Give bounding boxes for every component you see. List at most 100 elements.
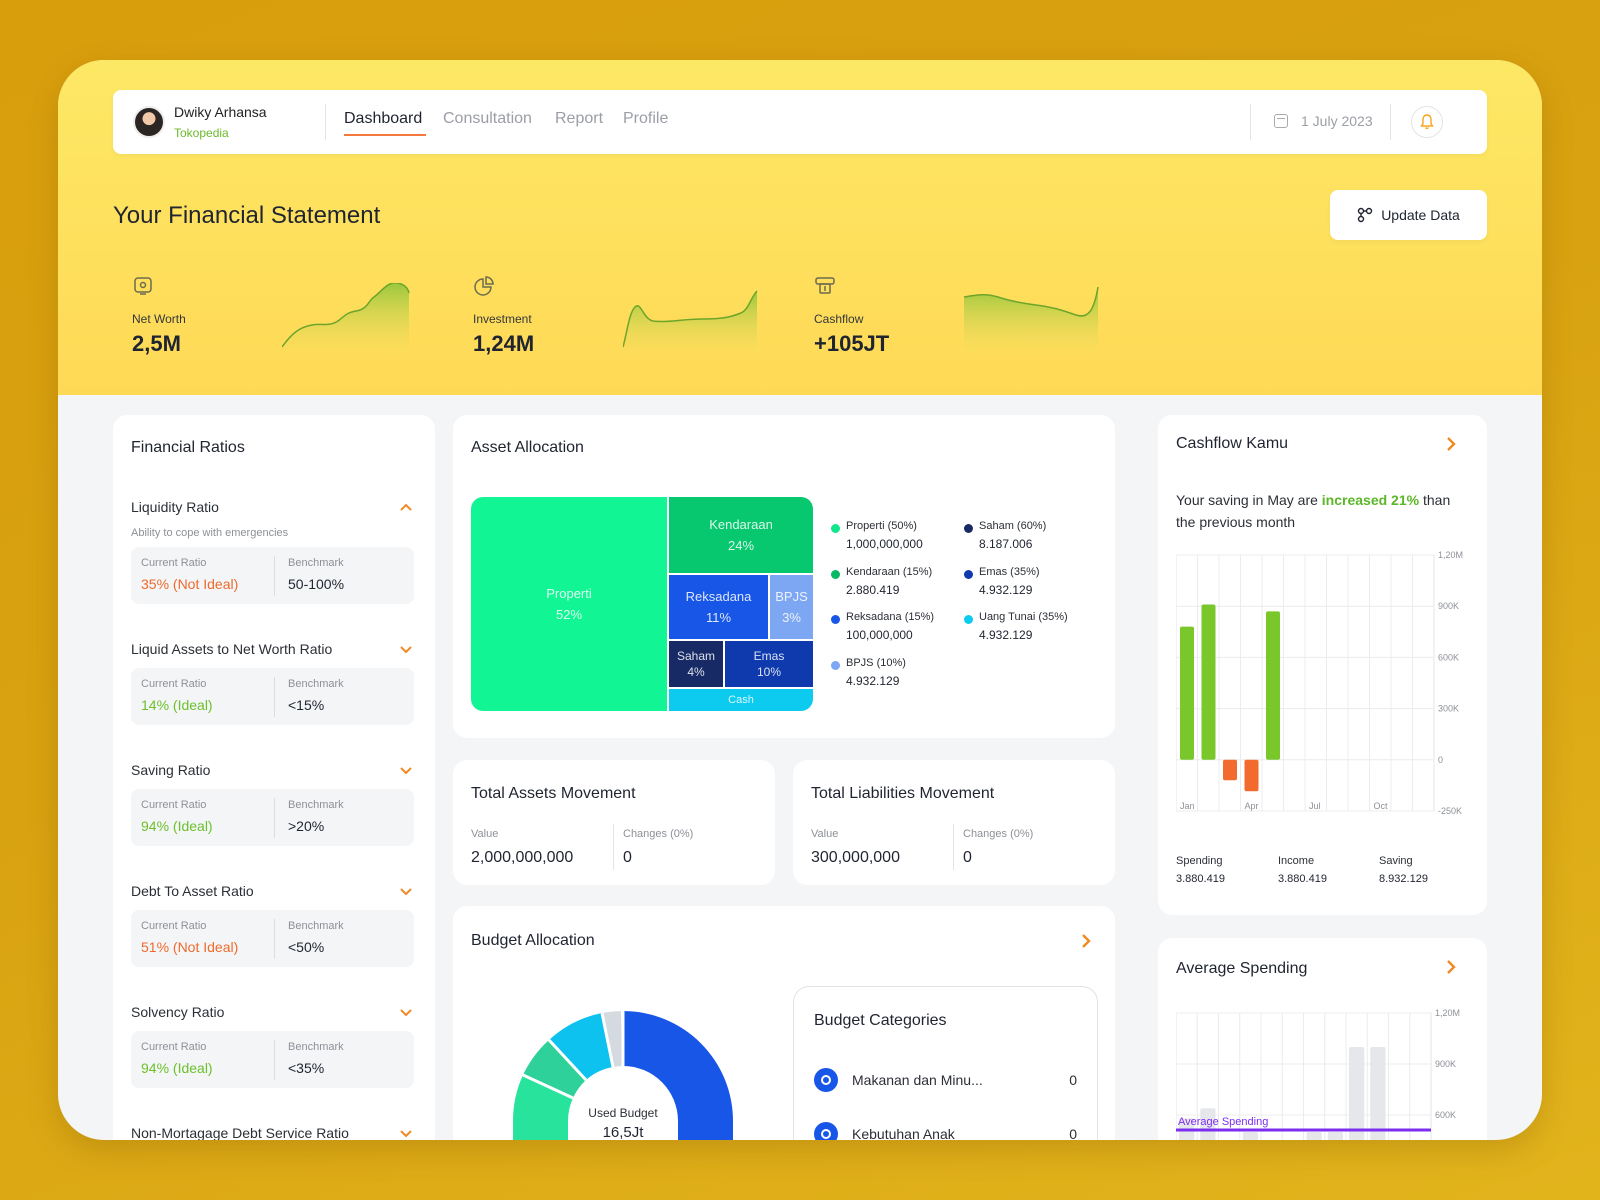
treemap-cell-bpjs[interactable]: BPJS 3% [770, 575, 813, 639]
cell-percent: 10% [756, 665, 782, 679]
chevron-down-icon[interactable] [399, 1006, 413, 1020]
update-data-label: Update Data [1381, 207, 1460, 223]
legend-label: Properti (50%) [846, 520, 917, 532]
donut-segment[interactable] [549, 1013, 613, 1080]
panel-title: Budget Categories [814, 1012, 947, 1029]
cell-name: Reksadana [685, 589, 752, 604]
ratio-name[interactable]: Saving Ratio [131, 762, 211, 778]
calendar-icon [1274, 114, 1288, 128]
card-title: Average Spending [1176, 960, 1308, 977]
card-title: Total Assets Movement [471, 785, 636, 802]
metric-cashflow[interactable]: Cashflow +105JT [814, 275, 1114, 365]
treemap-cell-emas[interactable]: Emas 10% [725, 641, 813, 687]
treemap-cell-saham[interactable]: Saham 4% [669, 641, 723, 687]
chart-bar [1327, 1132, 1343, 1140]
tab-consultation[interactable]: Consultation [443, 110, 532, 127]
x-tick-label: Jul [1309, 801, 1321, 811]
legend-dot [831, 661, 840, 670]
ratio-name[interactable]: Non-Mortagage Debt Service Ratio [131, 1125, 349, 1140]
benchmark-value: >20% [288, 818, 325, 834]
investment-sparkline [623, 290, 758, 355]
tab-dashboard[interactable]: Dashboard [344, 110, 427, 136]
ratio-name[interactable]: Liquidity Ratio [131, 499, 219, 515]
category-name[interactable]: Makanan dan Minu... [852, 1072, 983, 1088]
metric-investment[interactable]: Investment 1,24M [473, 275, 773, 365]
total-assets-movement-card: Total Assets Movement Value 2,000,000,00… [453, 760, 775, 885]
stat-label: Saving [1379, 855, 1413, 867]
donut-segment[interactable] [623, 1011, 733, 1140]
current-ratio-value: 51% (Not Ideal) [141, 939, 239, 955]
benchmark-label: Benchmark [288, 799, 344, 811]
budget-allocation-card: Budget Allocation Used Budget 16,5Jt Bud… [453, 906, 1115, 1140]
benchmark-value: <15% [288, 697, 325, 713]
chart-bar [1201, 604, 1216, 760]
ratio-subtitle: Ability to cope with emergencies [131, 527, 289, 539]
budget-categories-panel: Budget Categories Makanan dan Minu... 0 … [793, 986, 1098, 1140]
divider [953, 824, 954, 870]
chevron-up-icon[interactable] [399, 500, 413, 514]
average-spending-chart: 1,20M 900K 600K Average Spending [1176, 1008, 1460, 1140]
value: 300,000,000 [811, 849, 900, 866]
current-ratio-label: Current Ratio [141, 799, 207, 811]
asset-treemap: Properti 52% Kendaraan 24% Reksadana 11% BP… [471, 497, 813, 711]
chart-bar [1242, 1132, 1258, 1140]
donut-segment[interactable] [523, 1040, 586, 1098]
divider [274, 798, 275, 838]
treemap-cell-reksadana[interactable]: Reksadana 11% [669, 575, 768, 639]
cell-percent: 3% [782, 610, 801, 625]
changes-value: 0 [963, 849, 972, 866]
chevron-right-icon[interactable] [1079, 932, 1093, 950]
summary-text: Your saving in May are [1176, 492, 1322, 508]
tab-profile[interactable]: Profile [623, 110, 669, 127]
current-ratio-label: Current Ratio [141, 920, 207, 932]
metric-net-worth[interactable]: Net Worth 2,5M [132, 275, 432, 365]
nav-divider [1250, 104, 1251, 140]
chevron-down-icon[interactable] [399, 764, 413, 778]
category-name[interactable]: Kebutuhan Anak [852, 1126, 955, 1140]
ratio-values: Current Ratio 51% (Not Ideal) Benchmark … [131, 910, 414, 967]
metric-value: +105JT [814, 331, 890, 356]
top-navigation-bar: Dwiky Arhansa Tokopedia Dashboard Consul… [113, 90, 1487, 154]
legend-value: 100,000,000 [846, 628, 913, 642]
ratio-values: Current Ratio 94% (Ideal) Benchmark <35% [131, 1031, 414, 1088]
treemap-cell-cash[interactable]: Cash [669, 689, 813, 711]
notification-button[interactable] [1411, 106, 1443, 138]
ratio-name[interactable]: Liquid Assets to Net Worth Ratio [131, 641, 333, 657]
x-tick-label: Oct [1374, 801, 1389, 811]
user-avatar[interactable] [133, 106, 165, 138]
chart-bar [1349, 1047, 1365, 1140]
value: 2,000,000,000 [471, 849, 574, 866]
current-ratio-value: 94% (Ideal) [141, 818, 213, 834]
ratio-name[interactable]: Solvency Ratio [131, 1004, 225, 1020]
chevron-down-icon[interactable] [399, 1127, 413, 1140]
chevron-right-icon[interactable] [1444, 435, 1458, 453]
ratio-name[interactable]: Debt To Asset Ratio [131, 883, 254, 899]
update-data-button[interactable]: Update Data [1330, 190, 1487, 240]
metric-value: 1,24M [473, 331, 535, 356]
stat-value: 3.880.419 [1176, 873, 1225, 885]
cell-percent: 11% [705, 610, 732, 625]
chart-bar [1200, 1108, 1216, 1140]
cash-icon [815, 277, 835, 294]
nav-divider [1390, 104, 1391, 140]
chevron-down-icon[interactable] [399, 643, 413, 657]
chart-bar [1223, 759, 1237, 781]
hero-section: Dwiky Arhansa Tokopedia Dashboard Consul… [58, 60, 1542, 395]
treemap-cell-properti[interactable]: Properti 52% [471, 497, 667, 711]
chart-bar [1180, 626, 1194, 760]
y-tick-label: 300K [1438, 704, 1459, 714]
tab-report[interactable]: Report [555, 110, 604, 127]
donut-segment[interactable] [602, 1011, 622, 1067]
treemap-cell-kendaraan[interactable]: Kendaraan 24% [669, 497, 813, 573]
legend-label: Kendaraan (15%) [846, 566, 933, 578]
cashflow-sparkline [964, 286, 1099, 355]
changes-label: Changes (0%) [963, 828, 1034, 840]
chevron-right-icon[interactable] [1444, 958, 1458, 976]
net-worth-sparkline [282, 283, 410, 355]
chevron-down-icon[interactable] [399, 885, 413, 899]
current-date[interactable]: 1 July 2023 [1301, 113, 1373, 129]
legend-value: 4.932.129 [846, 674, 900, 688]
page-title: Your Financial Statement [113, 202, 381, 229]
x-tick-label: Jan [1180, 801, 1195, 811]
divider [274, 1040, 275, 1080]
